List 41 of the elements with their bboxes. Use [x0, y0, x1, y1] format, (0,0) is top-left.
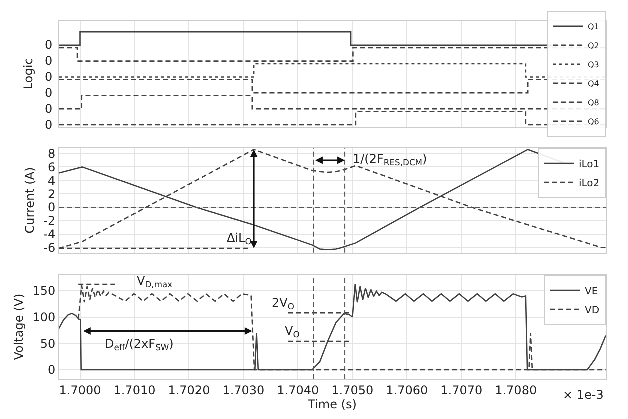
x-tick-label: 1.7010 — [114, 383, 156, 398]
x-tick-label: 1.7020 — [168, 383, 210, 398]
y-axis-title: Logic — [21, 58, 36, 90]
y-tick-label: 0 — [48, 200, 56, 215]
y-tick-label: 4 — [48, 174, 56, 188]
y-tick-label: 0 — [48, 363, 56, 378]
legend-label: Q8 — [588, 98, 600, 108]
legend-label: Q4 — [588, 80, 600, 89]
y-tick-label: 50 — [40, 336, 56, 351]
annotation: 2V$_{O}$ — [272, 296, 295, 312]
legend-label: VD — [585, 305, 600, 316]
y-tick-label: 2 — [48, 187, 56, 202]
annotation: V$_{O}$ — [285, 324, 300, 340]
y-axis-title: Voltage (V) — [12, 294, 26, 360]
legend-label: Q2 — [588, 42, 600, 51]
y-tick-label: -2 — [44, 214, 56, 228]
legend-label: Q6 — [588, 118, 600, 127]
legend-label: Q1 — [588, 22, 600, 32]
annotation: D$_{eff}$/(2xF$_{SW}$) — [105, 337, 174, 353]
y-tick-label: 100 — [32, 310, 56, 324]
y-tick-label: 6 — [48, 160, 56, 174]
x-tick-label: 1.7040 — [277, 383, 320, 398]
y-tick-label: 8 — [48, 146, 56, 161]
x-tick-label: 1.7070 — [440, 383, 483, 398]
x-tick-label: 1.7030 — [222, 383, 265, 398]
annotation: V$_{D,max}$ — [137, 274, 173, 290]
y-tick-label: -6 — [44, 241, 56, 256]
x-tick-label: 1.7080 — [495, 383, 538, 398]
y-tick-label: 150 — [32, 284, 56, 298]
x-tick-label: 1.7060 — [386, 383, 428, 398]
x-tick-label: 1.7000 — [59, 383, 102, 398]
legend-label: iLo2 — [579, 178, 600, 190]
legend-label: iLo1 — [579, 159, 600, 170]
x-axis-title: Time (s) — [307, 397, 357, 412]
y-tick-label: -4 — [44, 228, 56, 242]
legend-label: VE — [585, 286, 598, 298]
legend-label: Q3 — [588, 60, 600, 70]
y-axis-title: Current (A) — [22, 167, 37, 234]
x-tick-label: 1.7050 — [332, 383, 374, 398]
annotation: 1/(2F$_{RES,DCM}$) — [353, 152, 428, 168]
text: × 1e-3 — [563, 388, 604, 402]
